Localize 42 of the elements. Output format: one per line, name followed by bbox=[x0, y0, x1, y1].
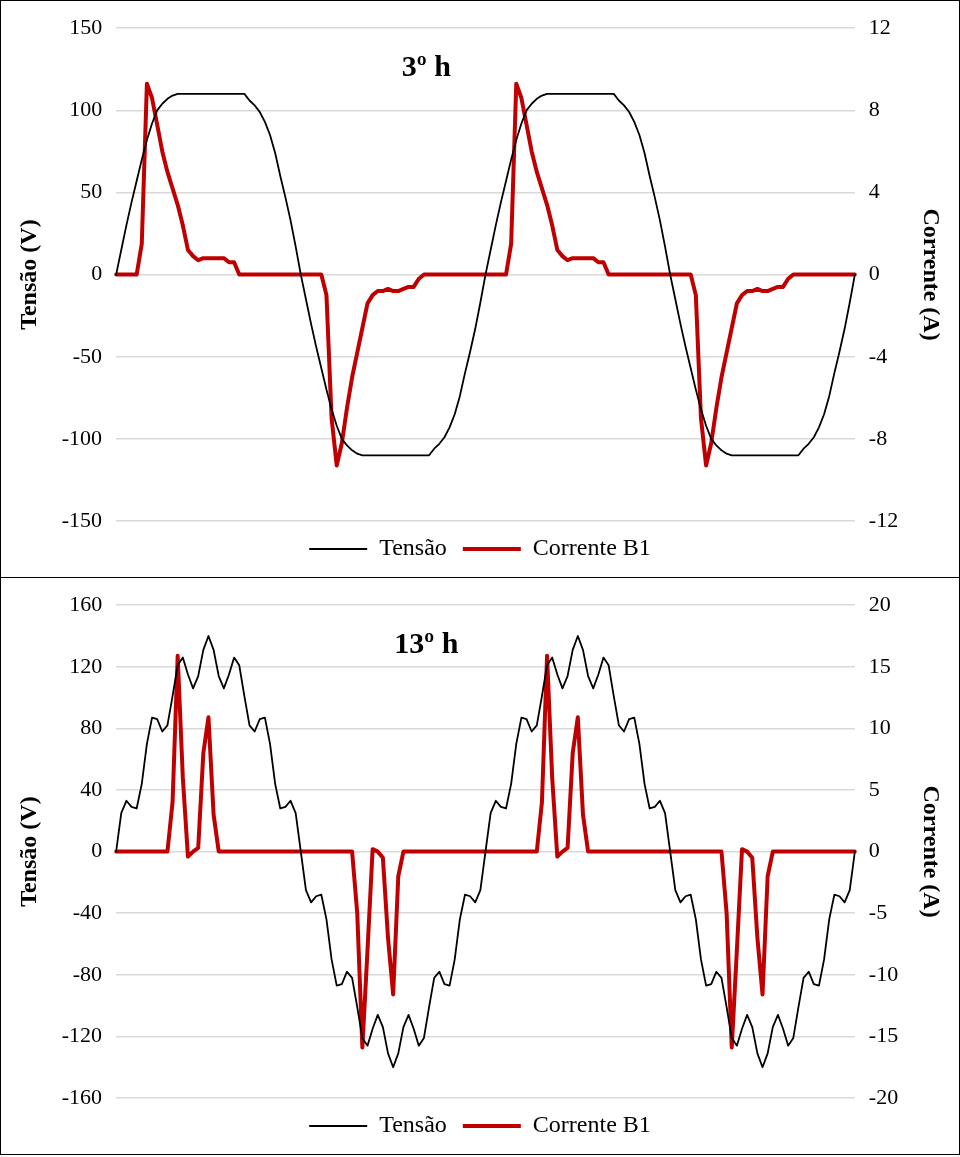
y2-tick-label: 5 bbox=[868, 775, 880, 801]
y-tick-label: -100 bbox=[61, 424, 103, 450]
y-tick-label: 0 bbox=[91, 260, 103, 286]
y2-tick-label: 20 bbox=[868, 590, 891, 616]
y2-tick-label: 12 bbox=[868, 13, 891, 39]
legend-label: Tensão bbox=[379, 1111, 447, 1138]
y2-tick-label: 4 bbox=[868, 178, 880, 204]
y-tick-label: 80 bbox=[80, 714, 103, 740]
y-tick-label: -150 bbox=[61, 506, 103, 532]
y-tick-label: 150 bbox=[69, 13, 103, 39]
y-tick-label: -40 bbox=[72, 898, 103, 924]
y2-tick-label: -10 bbox=[868, 960, 899, 986]
y-tick-label: -50 bbox=[72, 342, 103, 368]
y-tick-label: 120 bbox=[69, 652, 103, 678]
legend-label: Corrente B1 bbox=[532, 1111, 651, 1138]
y2-tick-label: 8 bbox=[868, 96, 880, 122]
text: 3º h bbox=[401, 48, 452, 82]
y-tick-label: 40 bbox=[80, 775, 103, 801]
y2-tick-label: -4 bbox=[868, 342, 888, 368]
y2-axis-title: Corrente (A) bbox=[919, 208, 946, 341]
y2-tick-label: 10 bbox=[868, 714, 891, 740]
y-tick-label: 100 bbox=[69, 96, 103, 122]
legend-label: Corrente B1 bbox=[532, 534, 651, 561]
y2-tick-label: 0 bbox=[868, 260, 880, 286]
y-tick-label: 160 bbox=[69, 590, 103, 616]
y2-tick-label: 15 bbox=[868, 652, 891, 678]
y2-tick-label: -20 bbox=[868, 1083, 899, 1109]
y2-tick-label: -5 bbox=[868, 898, 888, 924]
y-tick-label: -120 bbox=[61, 1022, 103, 1048]
y-tick-label: -80 bbox=[72, 960, 103, 986]
legend-label: Tensão bbox=[379, 534, 447, 561]
y-tick-label: -160 bbox=[61, 1083, 103, 1109]
y2-axis-title: Corrente (A) bbox=[919, 785, 946, 918]
y2-tick-label: -15 bbox=[868, 1022, 899, 1048]
y2-tick-label: -12 bbox=[868, 506, 899, 532]
y-axis-title: Tensão (V) bbox=[14, 796, 41, 907]
y-axis-title: Tensão (V) bbox=[14, 219, 41, 330]
y-tick-label: 50 bbox=[80, 178, 103, 204]
y2-tick-label: -8 bbox=[868, 424, 888, 450]
y2-tick-label: 0 bbox=[868, 837, 880, 863]
y-tick-label: 0 bbox=[91, 837, 103, 863]
text: 13º h bbox=[394, 625, 459, 659]
